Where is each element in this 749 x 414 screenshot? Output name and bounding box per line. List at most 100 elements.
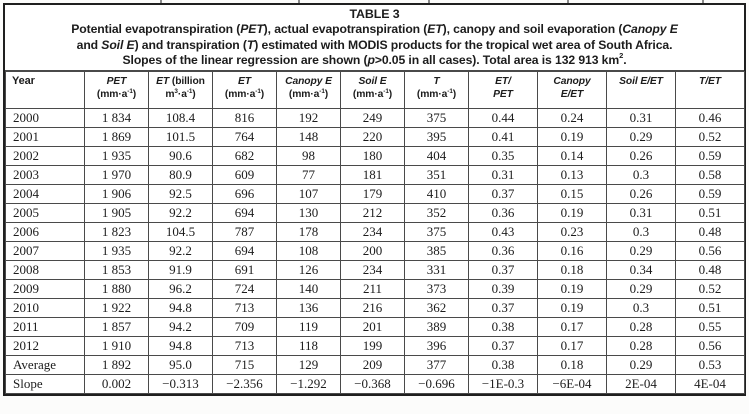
header-row: Year PET (mm·a-1) ET (billion m3·a-1) ET (m… xyxy=(5,71,745,110)
value-cell: 362 xyxy=(404,298,469,319)
value-cell: 234 xyxy=(340,260,405,281)
row-label-cell: 2009 xyxy=(5,279,85,300)
value-cell: 0.52 xyxy=(675,279,745,300)
value-cell: 199 xyxy=(340,336,405,357)
value-cell: 0.51 xyxy=(675,298,745,319)
value-cell: 101.5 xyxy=(148,127,213,148)
scan-artifact-tick xyxy=(160,0,162,3)
value-cell: 0.24 xyxy=(537,108,607,129)
value-cell: 0.35 xyxy=(468,146,538,167)
value-cell: 1 857 xyxy=(84,317,149,338)
value-cell: 1 935 xyxy=(84,241,149,262)
value-cell: 373 xyxy=(404,279,469,300)
scan-artifact-tick xyxy=(702,0,704,3)
value-cell: 92.5 xyxy=(148,184,213,205)
value-cell: 0.37 xyxy=(468,298,538,319)
table-row: 2003 1 970 80.9 609 77 181 351 0.31 0.13 0.3 0.58 xyxy=(5,165,745,186)
value-cell: 104.5 xyxy=(148,222,213,243)
value-cell: 1 880 xyxy=(84,279,149,300)
value-cell: 0.17 xyxy=(537,336,607,357)
value-cell: 691 xyxy=(212,260,277,281)
col-header-et-pet: ET/PET xyxy=(468,71,538,110)
value-cell: 1 922 xyxy=(84,298,149,319)
value-cell: 1 853 xyxy=(84,260,149,281)
table-3: TABLE 3 Potential evapotranspiration (PE… xyxy=(3,3,746,397)
value-cell: 0.17 xyxy=(537,317,607,338)
table-title: TABLE 3 xyxy=(349,7,400,21)
value-cell: 0.37 xyxy=(468,184,538,205)
value-cell: 0.13 xyxy=(537,165,607,186)
value-cell: 1 823 xyxy=(84,222,149,243)
value-cell: 0.34 xyxy=(606,260,676,281)
value-cell: 352 xyxy=(404,203,469,224)
row-label-cell: 2008 xyxy=(5,260,85,281)
value-cell: 375 xyxy=(404,108,469,129)
value-cell: 0.53 xyxy=(675,355,745,376)
value-cell: 94.8 xyxy=(148,336,213,357)
value-cell: 0.19 xyxy=(537,279,607,300)
value-cell: 178 xyxy=(276,222,341,243)
value-cell: 764 xyxy=(212,127,277,148)
scan-artifact-tick xyxy=(567,0,569,3)
value-cell: 94.8 xyxy=(148,298,213,319)
row-label-cell: 2006 xyxy=(5,222,85,243)
col-header-soil-e-et: Soil E/ET xyxy=(606,71,676,110)
value-cell: 211 xyxy=(340,279,405,300)
col-header-pet: PET (mm·a-1) xyxy=(84,71,149,110)
value-cell: 0.31 xyxy=(468,165,538,186)
value-cell: 682 xyxy=(212,146,277,167)
value-cell: 0.14 xyxy=(537,146,607,167)
row-label-cell: 2002 xyxy=(5,146,85,167)
value-cell: 715 xyxy=(212,355,277,376)
value-cell: 181 xyxy=(340,165,405,186)
value-cell: 95.0 xyxy=(148,355,213,376)
value-cell: 0.52 xyxy=(675,127,745,148)
value-cell: 1 834 xyxy=(84,108,149,129)
table-row: 2007 1 935 92.2 694 108 200 385 0.36 0.16 0.29 0.… xyxy=(5,241,745,262)
value-cell: 396 xyxy=(404,336,469,357)
value-cell: 0.38 xyxy=(468,355,538,376)
value-cell: 0.19 xyxy=(537,127,607,148)
value-cell: −2.356 xyxy=(212,374,277,395)
value-cell: 694 xyxy=(212,203,277,224)
value-cell: 395 xyxy=(404,127,469,148)
value-cell: −1E-0.3 xyxy=(468,374,538,395)
value-cell: 192 xyxy=(276,108,341,129)
table-caption: TABLE 3 Potential evapotranspiration (PE… xyxy=(5,5,744,72)
value-cell: 377 xyxy=(404,355,469,376)
value-cell: 331 xyxy=(404,260,469,281)
value-cell: 0.26 xyxy=(606,146,676,167)
value-cell: 0.28 xyxy=(606,317,676,338)
row-label-cell: 2007 xyxy=(5,241,85,262)
value-cell: 0.002 xyxy=(84,374,149,395)
col-header-t-et: T/ET xyxy=(675,71,745,110)
value-cell: 107 xyxy=(276,184,341,205)
value-cell: 2E-04 xyxy=(606,374,676,395)
value-cell: 91.9 xyxy=(148,260,213,281)
value-cell: 0.43 xyxy=(468,222,538,243)
value-cell: 212 xyxy=(340,203,405,224)
value-cell: 0.59 xyxy=(675,146,745,167)
row-label-cell: 2005 xyxy=(5,203,85,224)
value-cell: 0.39 xyxy=(468,279,538,300)
table-row: Average 1 892 95.0 715 129 209 377 0.38 0.18 0.2… xyxy=(5,355,745,376)
value-cell: 0.44 xyxy=(468,108,538,129)
value-cell: 0.59 xyxy=(675,184,745,205)
scan-artifact-tick xyxy=(298,0,300,3)
value-cell: 98 xyxy=(276,146,341,167)
value-cell: 0.36 xyxy=(468,241,538,262)
value-cell: 0.56 xyxy=(675,241,745,262)
table-body: 2000 1 834 108.4 816 192 249 375 0.44 0.24 0.31 0… xyxy=(5,108,745,395)
value-cell: 0.41 xyxy=(468,127,538,148)
table-row: Slope 0.002 −0.313 −2.356 −1.292 −0.368 −0.69… xyxy=(5,374,745,395)
value-cell: 1 906 xyxy=(84,184,149,205)
value-cell: 249 xyxy=(340,108,405,129)
value-cell: −1.292 xyxy=(276,374,341,395)
value-cell: 80.9 xyxy=(148,165,213,186)
value-cell: 92.2 xyxy=(148,203,213,224)
value-cell: 0.19 xyxy=(537,203,607,224)
table-row: 2000 1 834 108.4 816 192 249 375 0.44 0.24 0.31 0… xyxy=(5,108,745,129)
table-row: 2008 1 853 91.9 691 126 234 331 0.37 0.18 0.34 0.… xyxy=(5,260,745,281)
table-row: 2006 1 823 104.5 787 178 234 375 0.43 0.23 0.3 0.… xyxy=(5,222,745,243)
value-cell: −0.696 xyxy=(404,374,469,395)
